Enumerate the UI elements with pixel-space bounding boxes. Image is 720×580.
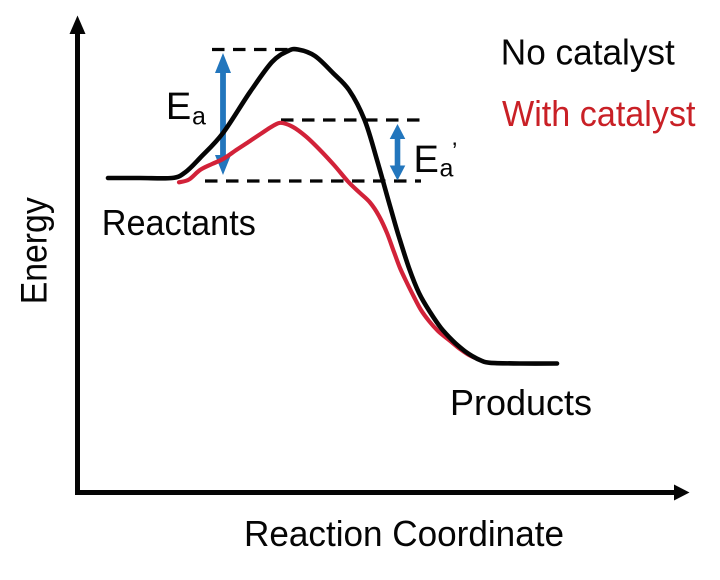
svg-text:’: ’ <box>452 138 457 165</box>
svg-text:E: E <box>166 86 191 128</box>
svg-text:a: a <box>440 155 454 183</box>
svg-text:With catalyst: With catalyst <box>502 93 696 134</box>
svg-text:Products: Products <box>450 382 592 423</box>
svg-text:No catalyst: No catalyst <box>501 32 675 73</box>
svg-text:E: E <box>414 139 439 181</box>
svg-text:Energy: Energy <box>14 197 55 304</box>
svg-text:a: a <box>192 103 206 131</box>
svg-text:Reactants: Reactants <box>102 202 256 243</box>
svg-text:Reaction Coordinate: Reaction Coordinate <box>244 513 564 554</box>
